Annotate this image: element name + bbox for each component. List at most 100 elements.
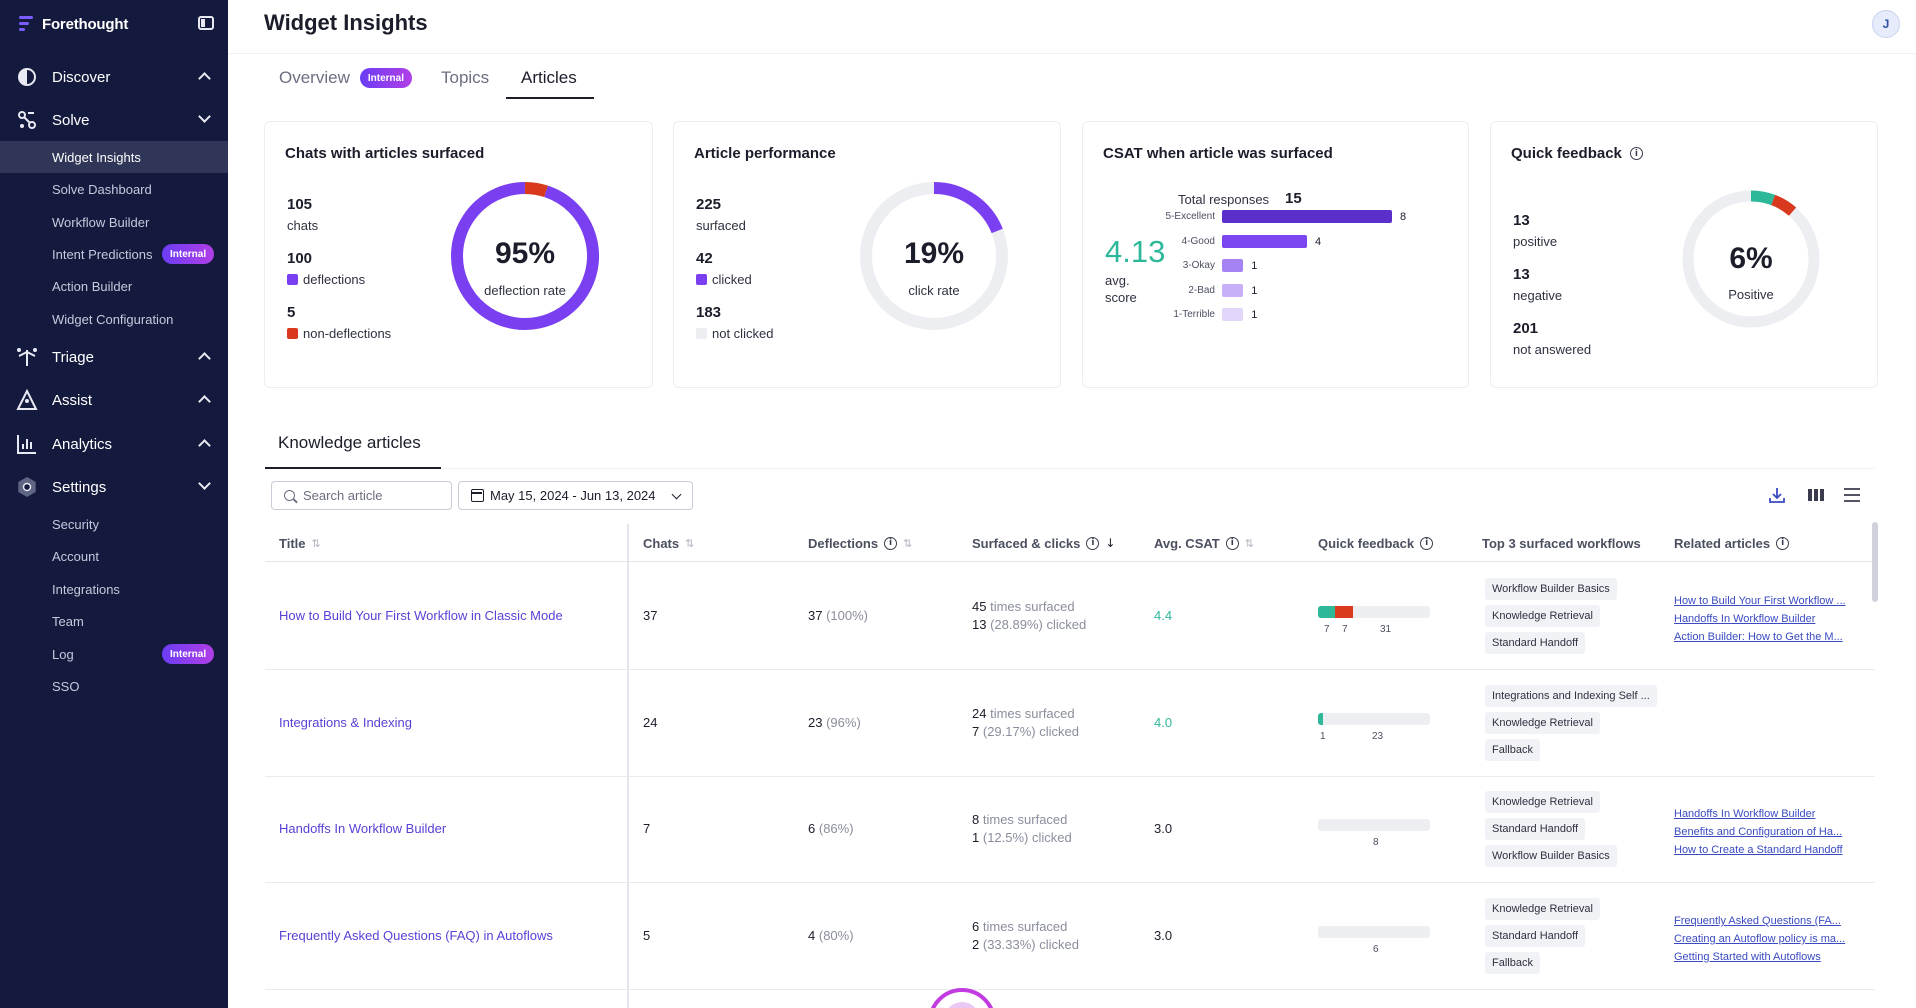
sidebar-item-action-builder[interactable]: Action Builder [0, 270, 228, 302]
surfaced-line: 45 times surfaced [972, 599, 1075, 614]
workflow-chip[interactable]: Standard Handoff [1485, 632, 1586, 654]
search-box[interactable] [271, 481, 452, 510]
column-header-top-workflows[interactable]: Top 3 surfaced workflows [1482, 524, 1641, 562]
article-title-link[interactable]: Handoffs In Workflow Builder [279, 821, 447, 836]
quick-feedback-count: 8 [1373, 837, 1379, 848]
related-article-link[interactable]: How to Build Your First Workflow ... [1674, 595, 1846, 607]
related-article-link[interactable]: Frequently Asked Questions (FA... [1674, 915, 1841, 927]
columns-icon[interactable] [1806, 485, 1826, 505]
csat-bar-label: 1-Terrible [1173, 309, 1215, 320]
column-header-deflections[interactable]: Deflections i ⇅ [808, 524, 912, 562]
table-row[interactable]: Integrations & Indexing 24 23 (96%) 24 time… [265, 671, 1875, 777]
workflow-chip[interactable]: Workflow Builder Basics [1485, 845, 1617, 867]
table-scrollbar[interactable] [1872, 522, 1878, 602]
csat-score-label-avg: avg. [1105, 273, 1130, 288]
workflow-chip[interactable]: Workflow Builder Basics [1485, 578, 1617, 600]
related-article-link[interactable]: Getting Started with Autoflows [1674, 951, 1821, 963]
clicked-count: 7 [972, 724, 980, 739]
sidebar-item-account[interactable]: Account [0, 540, 228, 572]
workflow-chip[interactable]: Integrations and Indexing Self ... [1485, 685, 1657, 707]
info-icon[interactable]: i [1086, 536, 1100, 550]
workflow-chip[interactable]: Fallback [1485, 952, 1540, 974]
tab-overview[interactable]: Overview Internal [279, 56, 412, 100]
info-icon[interactable]: i [1629, 147, 1643, 160]
column-header-title[interactable]: Title ⇅ [279, 524, 321, 562]
info-icon[interactable]: i [1225, 536, 1239, 550]
sort-icon[interactable]: ⇅ [903, 536, 913, 550]
csat-bar-value: 4 [1315, 235, 1322, 248]
deflections-cell: 37 (100%) [808, 608, 868, 623]
sort-icon[interactable]: ⇅ [311, 536, 321, 550]
sidebar-item-integrations[interactable]: Integrations [0, 573, 228, 605]
nav-section-analytics[interactable]: Analytics [0, 424, 228, 464]
sidebar-item-log[interactable]: Log Internal [0, 638, 228, 670]
positive-rate-label: Positive [1728, 287, 1774, 302]
column-header-related-articles[interactable]: Related articles i [1674, 524, 1790, 562]
related-article-link[interactable]: Benefits and Configuration of Ha... [1674, 826, 1843, 838]
related-article-link[interactable]: Handoffs In Workflow Builder [1674, 808, 1816, 820]
download-icon[interactable] [1767, 485, 1787, 505]
card-title: CSAT when article was surfaced [1103, 145, 1333, 162]
article-title-link[interactable]: How to Build Your First Workflow in Clas… [279, 608, 563, 623]
nav-section-discover[interactable]: Discover [0, 57, 228, 97]
header-divider [228, 53, 1916, 54]
quick-feedback-positive-segment [1318, 713, 1323, 725]
clicked-line: 7 (29.17%) clicked [972, 724, 1079, 739]
column-header-avg-csat[interactable]: Avg. CSAT i ⇅ [1154, 524, 1254, 562]
info-icon[interactable]: i [1420, 536, 1434, 550]
sort-descending-icon[interactable]: ↓ [1105, 536, 1116, 550]
collapse-sidebar-icon[interactable] [198, 16, 214, 30]
info-icon[interactable]: i [1776, 536, 1790, 550]
avatar[interactable]: J [1872, 10, 1900, 38]
sidebar-item-team[interactable]: Team [0, 605, 228, 637]
workflow-chip[interactable]: Knowledge Retrieval [1485, 898, 1600, 920]
tab-topics[interactable]: Topics [441, 56, 489, 100]
sidebar-item-workflow-builder[interactable]: Workflow Builder [0, 206, 228, 238]
nav-section-solve[interactable]: Solve [0, 100, 228, 140]
workflow-chip[interactable]: Standard Handoff [1485, 925, 1586, 947]
tab-articles[interactable]: Articles [521, 56, 577, 100]
related-article-link[interactable]: Action Builder: How to Get the M... [1674, 631, 1843, 643]
workflow-chip[interactable]: Knowledge Retrieval [1485, 605, 1600, 627]
nav-section-triage[interactable]: Triage [0, 337, 228, 377]
related-article-link[interactable]: Creating an Autoflow policy is ma... [1674, 933, 1846, 945]
workflow-chip[interactable]: Knowledge Retrieval [1485, 712, 1600, 734]
article-title-link[interactable]: Frequently Asked Questions (FAQ) in Auto… [279, 928, 553, 943]
tab-knowledge-articles[interactable]: Knowledge articles [278, 433, 421, 452]
column-header-surfaced-clicks[interactable]: Surfaced & clicks i ↓ [972, 524, 1115, 562]
sidebar-item-sso[interactable]: SSO [0, 670, 228, 702]
related-article-link[interactable]: Handoffs In Workflow Builder [1674, 613, 1816, 625]
donut-non-deflections-arc [524, 182, 548, 198]
sort-icon[interactable]: ⇅ [685, 536, 695, 550]
density-menu-icon[interactable] [1842, 485, 1862, 505]
stat-label-text: positive [1513, 234, 1558, 249]
brand[interactable]: Forethought [16, 12, 128, 36]
deflections-label: deflections [287, 272, 365, 287]
assistant-launcher-button[interactable] [928, 988, 996, 1008]
column-header-quick-feedback[interactable]: Quick feedback i [1318, 524, 1434, 562]
related-article-link[interactable]: How to Create a Standard Handoff [1674, 844, 1843, 856]
csat-bar-row: 3-Okay 1 [1143, 259, 1403, 273]
column-header-chats[interactable]: Chats ⇅ [643, 524, 694, 562]
nav-section-settings[interactable]: Settings [0, 467, 228, 507]
workflow-chip[interactable]: Standard Handoff [1485, 818, 1586, 840]
sidebar-item-solve-dashboard[interactable]: Solve Dashboard [0, 173, 228, 205]
sort-icon[interactable]: ⇅ [1244, 536, 1254, 550]
article-title-link[interactable]: Integrations & Indexing [279, 715, 412, 730]
info-icon[interactable]: i [884, 536, 898, 550]
deflections-cell: 23 (96%) [808, 715, 861, 730]
date-range-picker[interactable]: May 15, 2024 - Jun 13, 2024 [458, 481, 693, 510]
nav-section-assist[interactable]: Assist [0, 380, 228, 420]
table-row[interactable]: How to Build Your First Workflow in Clas… [265, 564, 1875, 670]
workflow-chip[interactable]: Fallback [1485, 739, 1540, 761]
sidebar-item-intent-predictions[interactable]: Intent Predictions Internal [0, 238, 228, 270]
active-tab-indicator [506, 97, 594, 99]
workflow-chip[interactable]: Knowledge Retrieval [1485, 791, 1600, 813]
search-input[interactable] [303, 488, 443, 503]
sidebar-item-widget-insights[interactable]: Widget Insights [0, 141, 228, 173]
sidebar-item-security[interactable]: Security [0, 508, 228, 540]
table-row[interactable]: Handoffs In Workflow Builder 7 6 (86%) 8 ti… [265, 777, 1875, 883]
table-row[interactable]: Frequently Asked Questions (FAQ) in Auto… [265, 884, 1875, 990]
sidebar-item-widget-configuration[interactable]: Widget Configuration [0, 303, 228, 335]
gear-icon [16, 476, 38, 498]
